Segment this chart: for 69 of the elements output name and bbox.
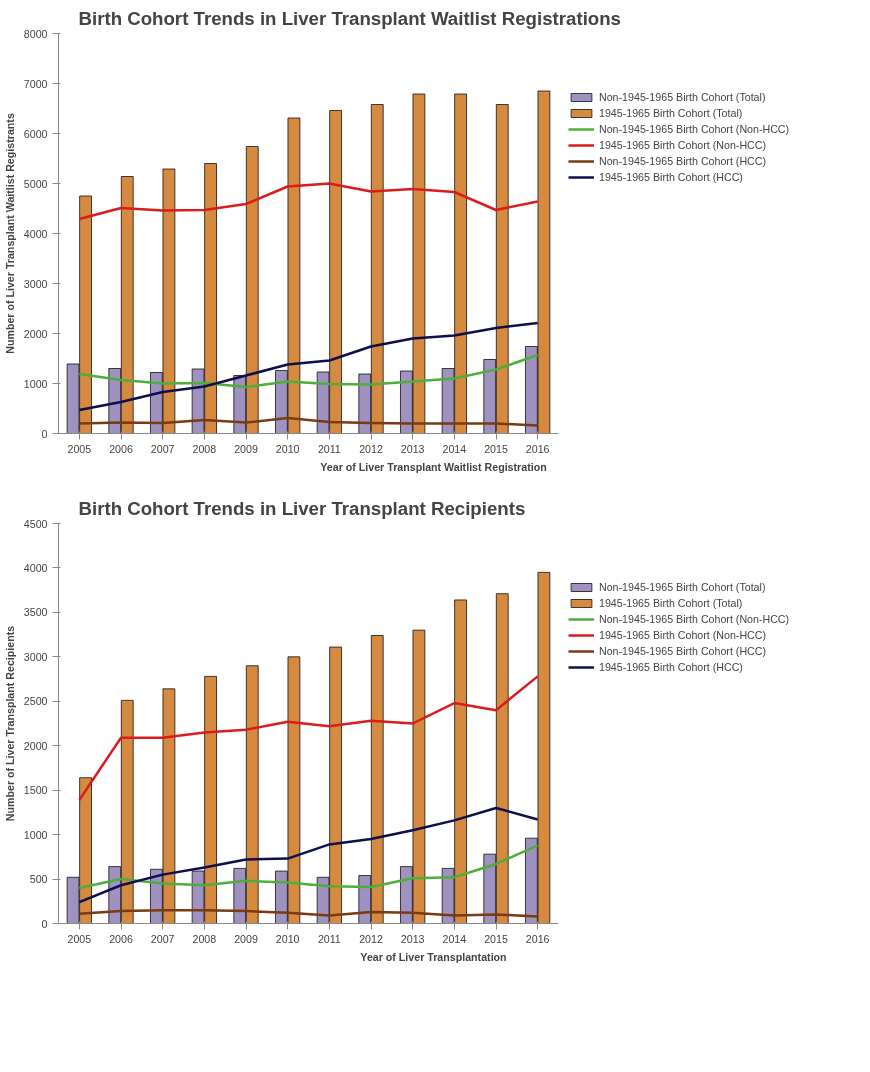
- legend-label: Non-1945-1965 Birth Cohort (Total): [599, 91, 766, 103]
- x-tick-label: 2015: [484, 442, 508, 455]
- x-tick-label: 2014: [442, 442, 467, 455]
- x-tick-label: 2013: [400, 932, 425, 945]
- legend-label: 1945-1965 Birth Cohort (Total): [599, 597, 743, 609]
- legend-label: 1945-1965 Birth Cohort (Non-HCC): [599, 629, 767, 641]
- x-tick-label: 2012: [359, 442, 383, 455]
- legend-label: Non-1945-1965 Birth Cohort (HCC): [599, 645, 767, 657]
- legend-label: 1945-1965 Birth Cohort (HCC): [599, 661, 743, 673]
- x-tick-label: 2014: [442, 932, 467, 945]
- y-tick-label: 1000: [23, 828, 48, 841]
- x-tick-label: 2006: [109, 442, 133, 455]
- chart-title: Birth Cohort Trends in Liver Transplant Waitlist Registrations: [78, 7, 621, 29]
- y-tick-label: 2500: [23, 695, 48, 708]
- x-tick-label: 2012: [359, 932, 383, 945]
- x-tick-label: 2016: [525, 932, 550, 945]
- line-series: [78, 321, 539, 412]
- y-tick-label: 1000: [23, 377, 48, 390]
- legend-label: 1945-1965 Birth Cohort (HCC): [599, 171, 743, 183]
- y-tick-label: 2000: [23, 327, 48, 340]
- y-tick-label: 4000: [23, 227, 48, 240]
- line-series: [78, 675, 539, 802]
- y-tick-label: 2000: [23, 739, 48, 752]
- legend-label: 1945-1965 Birth Cohort (Total): [599, 107, 743, 119]
- y-tick-label: 5000: [23, 177, 48, 190]
- x-tick-label: 2011: [317, 932, 341, 945]
- y-axis-title: Number of Liver Transplant Recipients: [3, 625, 16, 822]
- y-tick-label: 0: [41, 427, 48, 440]
- x-tick-label: 2005: [67, 442, 92, 455]
- x-axis-title: Year of Liver Transplant Waitlist Registration: [320, 460, 547, 473]
- x-tick-label: 2007: [150, 932, 175, 945]
- y-tick-label: 1500: [23, 784, 48, 797]
- x-tick-label: 2015: [484, 932, 508, 945]
- y-axis-title: Number of Liver Transplant Waitlist Registrants: [3, 113, 16, 354]
- y-tick-label: 3000: [23, 277, 48, 290]
- y-tick-label: 8000: [23, 27, 48, 40]
- line-series: [78, 182, 539, 221]
- x-tick-label: 2010: [275, 442, 300, 455]
- legend-label: Non-1945-1965 Birth Cohort (Total): [599, 581, 766, 593]
- line-series: [78, 908, 539, 918]
- y-tick-label: 0: [41, 917, 48, 930]
- y-tick-label: 7000: [23, 77, 48, 90]
- line-series: [78, 353, 539, 389]
- x-tick-label: 2011: [317, 442, 341, 455]
- y-tick-label: 4000: [23, 561, 48, 574]
- x-tick-label: 2009: [234, 442, 258, 455]
- line-series: [78, 416, 539, 427]
- x-tick-label: 2009: [234, 932, 258, 945]
- chart-title: Birth Cohort Trends in Liver Transplant Recipients: [78, 497, 526, 519]
- x-tick-label: 2007: [150, 442, 175, 455]
- x-tick-label: 2013: [400, 442, 425, 455]
- legend-label: Non-1945-1965 Birth Cohort (Non-HCC): [599, 123, 790, 135]
- x-tick-label: 2016: [525, 442, 550, 455]
- x-tick-label: 2005: [67, 932, 92, 945]
- y-tick-label: 3000: [23, 650, 48, 663]
- legend-label: Non-1945-1965 Birth Cohort (Non-HCC): [599, 613, 790, 625]
- x-tick-label: 2008: [192, 442, 217, 455]
- x-tick-label: 2006: [109, 932, 133, 945]
- legend-label: 1945-1965 Birth Cohort (Non-HCC): [599, 139, 767, 151]
- y-tick-label: 6000: [23, 127, 48, 140]
- y-tick-label: 500: [29, 873, 48, 886]
- x-tick-label: 2010: [275, 932, 300, 945]
- line-series: [78, 806, 539, 904]
- x-axis-title: Year of Liver Transplantation: [360, 950, 507, 963]
- y-tick-label: 3500: [23, 606, 48, 619]
- y-tick-label: 4500: [23, 517, 48, 530]
- x-tick-label: 2008: [192, 932, 217, 945]
- legend-label: Non-1945-1965 Birth Cohort (HCC): [599, 155, 767, 167]
- line-series: [78, 844, 539, 890]
